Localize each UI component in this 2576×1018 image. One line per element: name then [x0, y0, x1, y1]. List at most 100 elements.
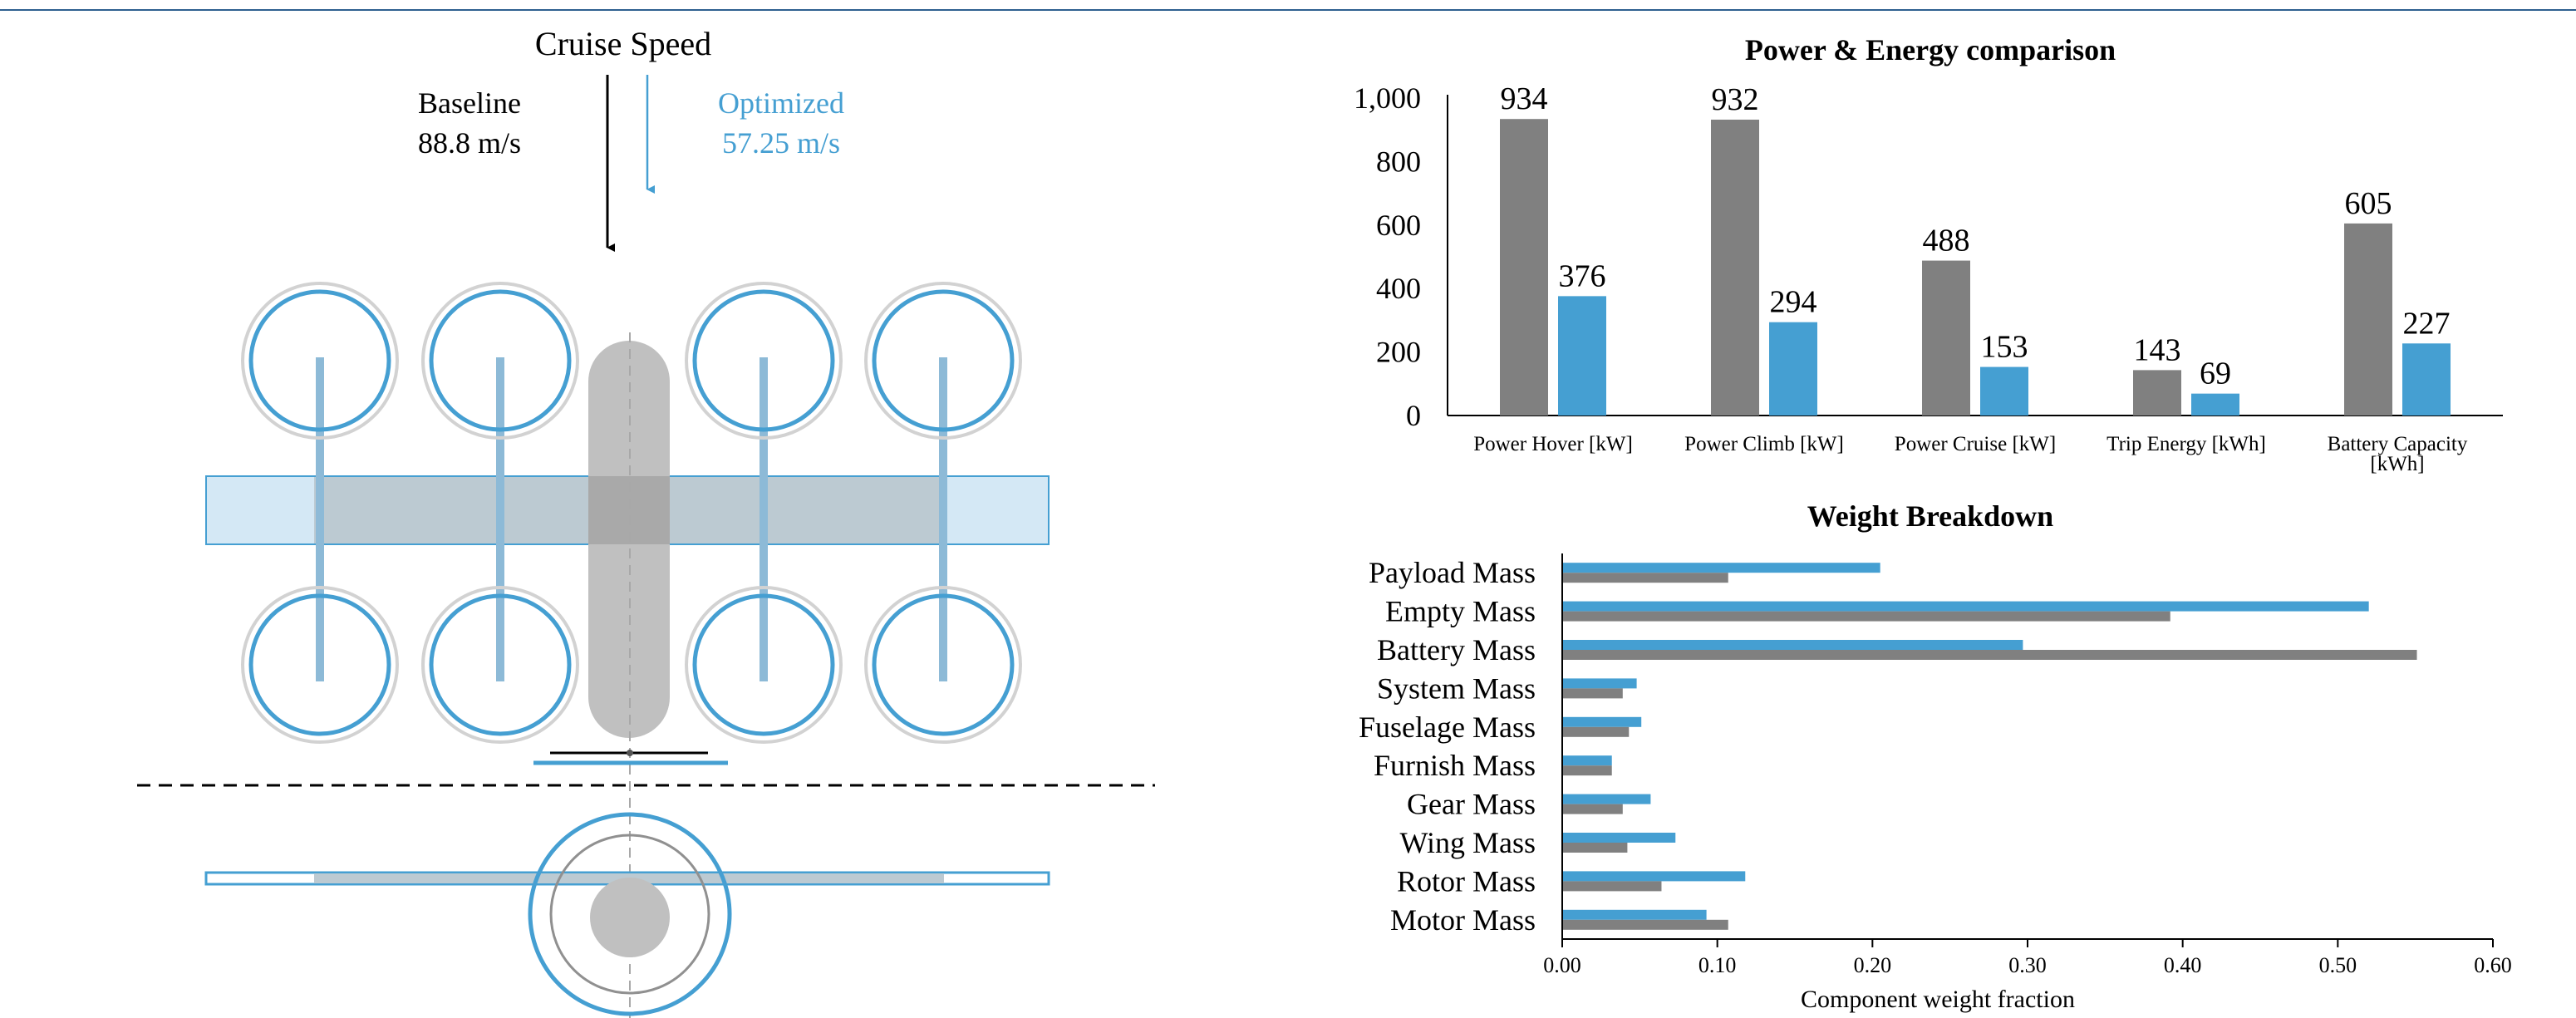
- chart2-bar-optimized: [1562, 678, 1637, 689]
- chart2-bar-optimized: [1562, 640, 2023, 650]
- chart2-bar-optimized: [1562, 833, 1676, 843]
- chart2-y-tick-label: Wing Mass: [1399, 826, 1536, 859]
- chart1-title: Power & Energy comparison: [1745, 33, 2116, 66]
- chart2-x-tick-label: 0.60: [2474, 953, 2512, 977]
- chart1-y-tick-label: 800: [1376, 145, 1421, 178]
- chart1-data-label: 932: [1712, 82, 1759, 117]
- chart1-data-label: 488: [1923, 224, 1970, 258]
- chart2-bar-optimized: [1562, 909, 1707, 920]
- power-energy-chart: Power & Energy comparison 0 200 400 600 800 1…: [1354, 33, 2503, 475]
- chart2-y-tick-label: Payload Mass: [1369, 556, 1536, 589]
- chart2-bar-baseline: [1562, 765, 1612, 776]
- chart2-y-tick-label: System Mass: [1377, 671, 1536, 705]
- weight-breakdown-chart: Weight Breakdown Payload Mass Empty Mass B…: [1359, 499, 2512, 1013]
- chart1-bar-baseline: [1711, 119, 1759, 416]
- chart2-bar-baseline: [1562, 726, 1630, 737]
- chart2-bars: [1562, 563, 2417, 930]
- chart2-y-tick-label: Rotor Mass: [1397, 864, 1536, 898]
- chart2-x-tick-label: 0.30: [2008, 953, 2047, 977]
- boom-1: [316, 357, 324, 681]
- chart2-bar-baseline: [1562, 650, 2417, 660]
- chart1-bar-baseline: [2344, 223, 2392, 416]
- chart1-data-label: 227: [2403, 306, 2451, 341]
- chart2-y-tick-label: Empty Mass: [1385, 595, 1536, 628]
- chart2-bar-baseline: [1562, 573, 1728, 583]
- chart2-x-tick-label: 0.20: [1854, 953, 1892, 977]
- chart2-bar-baseline: [1562, 688, 1623, 699]
- chart2-y-tick-label: Battery Mass: [1377, 633, 1536, 666]
- chart2-y-tick-label: Fuselage Mass: [1359, 711, 1536, 744]
- rotor-bottom-2: [421, 586, 579, 744]
- front-rotor-inner: [549, 834, 710, 995]
- rotor-top-2: [421, 282, 579, 440]
- chart1-data-label: 605: [2345, 186, 2392, 221]
- chart1-data-label: 294: [1770, 285, 1817, 320]
- chart1-y-tick-label: 200: [1376, 336, 1421, 369]
- chart1-x-tick-label: [kWh]: [2370, 453, 2424, 475]
- chart1-x-tick-label: Power Climb [kW]: [1684, 433, 1844, 455]
- chart2-y-tick-label: Gear Mass: [1407, 788, 1536, 821]
- chart1-x-tick-label: Power Cruise [kW]: [1895, 433, 2056, 455]
- chart2-bar-optimized: [1562, 563, 1880, 573]
- chart1-bars: 934 376 932 294 488 153 143 69 605 227: [1500, 81, 2451, 416]
- chart2-x-axis: 0.00 0.10 0.20 0.30 0.40 0.50 0.60: [1543, 553, 2512, 977]
- chart1-x-tick-label: Power Hover [kW]: [1473, 433, 1633, 455]
- optimized-speed: 57.25 m/s: [722, 126, 840, 160]
- chart2-bar-baseline: [1562, 804, 1623, 814]
- chart1-bar-optimized: [1769, 322, 1817, 416]
- chart1-x-tick-label: Trip Energy [kWh]: [2107, 433, 2266, 455]
- chart2-bar-optimized: [1562, 871, 1746, 882]
- chart2-y-axis: Payload Mass Empty Mass Battery Mass System…: [1359, 556, 1536, 937]
- chart1-data-label: 69: [2200, 357, 2231, 391]
- boom-2: [496, 357, 504, 681]
- chart2-x-tick-label: 0.40: [2164, 953, 2202, 977]
- chart2-x-tick-label: 0.10: [1698, 953, 1737, 977]
- chart2-x-tick-label: 0.50: [2319, 953, 2357, 977]
- chart2-x-axis-title: Component weight fraction: [1801, 986, 2075, 1013]
- rotor-top-1: [241, 282, 399, 440]
- chart1-bar-baseline: [2133, 370, 2181, 416]
- rotor-bottom-3: [685, 586, 843, 744]
- chart2-bar-baseline: [1562, 843, 1628, 853]
- chart1-y-tick-label: 0: [1406, 399, 1421, 432]
- cruise-speed-title: Cruise Speed: [535, 25, 711, 62]
- chart1-data-label: 934: [1501, 81, 1548, 116]
- chart1-data-label: 143: [2134, 332, 2181, 367]
- chart1-data-label: 153: [1981, 330, 2028, 365]
- chart1-x-axis: Power Hover [kW] Power Climb [kW] Power Cr…: [1473, 433, 2468, 475]
- chart2-bar-optimized: [1562, 794, 1651, 804]
- chart2-bar-baseline: [1562, 881, 1662, 892]
- chart1-y-axis: 0 200 400 600 800 1,000: [1354, 81, 2503, 432]
- chart1-bar-optimized: [2191, 393, 2239, 416]
- chart2-bar-optimized: [1562, 755, 1612, 766]
- tail-marker: [627, 750, 633, 756]
- chart2-bar-optimized: [1562, 601, 2369, 612]
- chart1-bar-baseline: [1922, 260, 1970, 416]
- aircraft-diagram: Cruise Speed Baseline 88.8 m/s Optimized…: [137, 25, 1155, 1018]
- chart2-y-tick-label: Motor Mass: [1390, 903, 1536, 937]
- chart1-x-tick-label: Battery Capacity: [2328, 433, 2468, 455]
- rotor-top-4: [864, 282, 1022, 440]
- optimized-label: Optimized: [718, 86, 844, 120]
- rotor-bottom-4: [864, 586, 1022, 744]
- rotor-bottom-1: [241, 586, 399, 744]
- boom-3: [760, 357, 768, 681]
- chart2-y-tick-label: Furnish Mass: [1374, 749, 1536, 782]
- chart1-y-tick-label: 400: [1376, 272, 1421, 305]
- baseline-label: Baseline: [418, 86, 521, 120]
- chart2-x-tick-label: 0.00: [1543, 953, 1581, 977]
- chart1-bar-optimized: [1558, 296, 1606, 416]
- boom-4: [939, 357, 947, 681]
- chart1-y-tick-label: 1,000: [1354, 81, 1421, 115]
- chart1-bar-optimized: [1980, 366, 2028, 416]
- chart2-bar-optimized: [1562, 716, 1642, 727]
- front-fuselage: [590, 878, 670, 957]
- front-rotor-outer: [528, 812, 732, 1016]
- baseline-speed: 88.8 m/s: [418, 126, 521, 160]
- chart1-data-label: 376: [1559, 258, 1606, 293]
- chart2-title: Weight Breakdown: [1807, 499, 2053, 533]
- rotor-top-3: [685, 282, 843, 440]
- chart1-y-tick-label: 600: [1376, 209, 1421, 242]
- chart1-bar-optimized: [2402, 343, 2451, 416]
